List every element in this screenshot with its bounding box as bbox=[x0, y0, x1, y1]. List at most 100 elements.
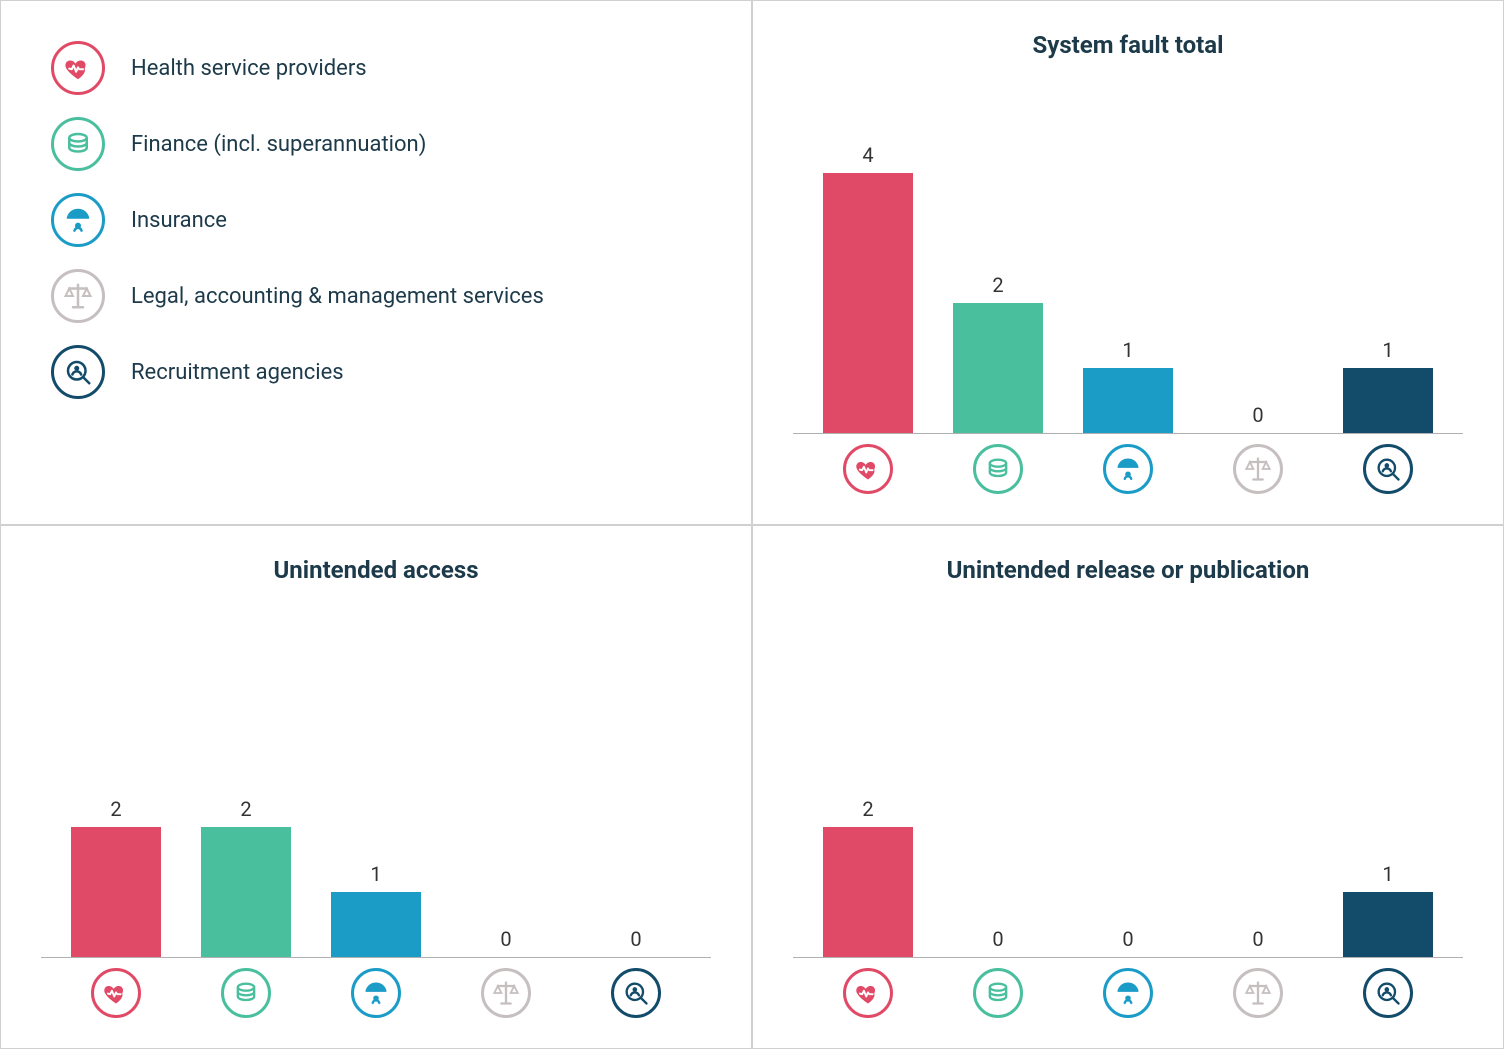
recruitment-icon bbox=[1363, 968, 1413, 1018]
category-axis-icon bbox=[1078, 968, 1178, 1018]
legend-item-recruitment: Recruitment agencies bbox=[51, 345, 711, 399]
bar-insurance: 1 bbox=[326, 862, 426, 957]
insurance-icon bbox=[1103, 444, 1153, 494]
category-axis-icon bbox=[818, 444, 918, 494]
legend-label: Insurance bbox=[131, 208, 227, 233]
chart-title: Unintended release or publication bbox=[793, 556, 1463, 584]
finance-icon bbox=[51, 117, 105, 171]
legend-item-legal: Legal, accounting & management services bbox=[51, 269, 711, 323]
bar-rect bbox=[953, 303, 1043, 433]
category-axis-icon bbox=[948, 444, 1048, 494]
category-icons-row bbox=[793, 434, 1463, 494]
legend-item-insurance: Insurance bbox=[51, 193, 711, 247]
bar-rect bbox=[1083, 368, 1173, 433]
category-axis-icon bbox=[1208, 444, 1308, 494]
bar-value-label: 2 bbox=[862, 797, 873, 821]
bar-value-label: 1 bbox=[1122, 338, 1133, 362]
chart-panel-unintended-access: Unintended access 2 2 1 0 0 bbox=[0, 525, 752, 1049]
category-axis-icon bbox=[1078, 444, 1178, 494]
bar-value-label: 2 bbox=[110, 797, 121, 821]
legend-label: Legal, accounting & management services bbox=[131, 284, 544, 309]
chart-area: 4 2 1 0 1 bbox=[793, 79, 1463, 494]
bar-finance: 0 bbox=[948, 927, 1048, 957]
bar-value-label: 0 bbox=[500, 927, 511, 951]
finance-icon bbox=[973, 444, 1023, 494]
legal-icon bbox=[1233, 968, 1283, 1018]
category-icons-row bbox=[41, 958, 711, 1018]
chart-panel-unintended-release: Unintended release or publication 2 0 0 0 1 bbox=[752, 525, 1504, 1049]
legend-item-finance: Finance (incl. superannuation) bbox=[51, 117, 711, 171]
bar-value-label: 1 bbox=[1382, 338, 1393, 362]
category-axis-icon bbox=[586, 968, 686, 1018]
chart-grid: Health service providers Finance (incl. s… bbox=[0, 0, 1504, 1049]
category-axis-icon bbox=[1208, 968, 1308, 1018]
bar-value-label: 0 bbox=[992, 927, 1003, 951]
bar-rect bbox=[823, 173, 913, 433]
legend-label: Recruitment agencies bbox=[131, 360, 344, 385]
bars-row: 4 2 1 0 1 bbox=[793, 144, 1463, 434]
recruitment-icon bbox=[1363, 444, 1413, 494]
finance-icon bbox=[221, 968, 271, 1018]
bar-rect bbox=[71, 827, 161, 957]
bar-health: 2 bbox=[818, 797, 918, 957]
insurance-icon bbox=[51, 193, 105, 247]
bar-legal: 0 bbox=[456, 927, 556, 957]
chart-area: 2 2 1 0 0 bbox=[41, 604, 711, 1019]
bar-value-label: 1 bbox=[1382, 862, 1393, 886]
recruitment-icon bbox=[611, 968, 661, 1018]
category-axis-icon bbox=[456, 968, 556, 1018]
bar-value-label: 0 bbox=[1122, 927, 1133, 951]
legend-label: Finance (incl. superannuation) bbox=[131, 132, 426, 157]
category-axis-icon bbox=[1338, 444, 1438, 494]
bar-rect bbox=[331, 892, 421, 957]
category-icons-row bbox=[793, 958, 1463, 1018]
bar-value-label: 0 bbox=[630, 927, 641, 951]
legend-label: Health service providers bbox=[131, 56, 367, 81]
bar-value-label: 2 bbox=[992, 273, 1003, 297]
chart-area: 2 0 0 0 1 bbox=[793, 604, 1463, 1019]
legal-icon bbox=[51, 269, 105, 323]
legend-list: Health service providers Finance (incl. s… bbox=[41, 31, 711, 399]
bar-finance: 2 bbox=[948, 273, 1048, 433]
bar-recruitment: 1 bbox=[1338, 338, 1438, 433]
bar-legal: 0 bbox=[1208, 403, 1308, 433]
bar-value-label: 0 bbox=[1252, 403, 1263, 427]
legal-icon bbox=[481, 968, 531, 1018]
bar-insurance: 1 bbox=[1078, 338, 1178, 433]
finance-icon bbox=[973, 968, 1023, 1018]
category-axis-icon bbox=[948, 968, 1048, 1018]
bar-rect bbox=[1343, 368, 1433, 433]
bar-finance: 2 bbox=[196, 797, 296, 957]
bar-health: 4 bbox=[818, 143, 918, 433]
category-axis-icon bbox=[326, 968, 426, 1018]
category-axis-icon bbox=[818, 968, 918, 1018]
chart-title: System fault total bbox=[793, 31, 1463, 59]
legend-item-health: Health service providers bbox=[51, 41, 711, 95]
legal-icon bbox=[1233, 444, 1283, 494]
category-axis-icon bbox=[1338, 968, 1438, 1018]
chart-panel-system-fault: System fault total 4 2 1 0 1 bbox=[752, 0, 1504, 525]
category-axis-icon bbox=[66, 968, 166, 1018]
health-icon bbox=[843, 968, 893, 1018]
bar-rect bbox=[1343, 892, 1433, 957]
bar-value-label: 0 bbox=[1252, 927, 1263, 951]
chart-title: Unintended access bbox=[41, 556, 711, 584]
health-icon bbox=[91, 968, 141, 1018]
bars-row: 2 2 1 0 0 bbox=[41, 668, 711, 958]
health-icon bbox=[51, 41, 105, 95]
health-icon bbox=[843, 444, 893, 494]
bar-recruitment: 1 bbox=[1338, 862, 1438, 957]
insurance-icon bbox=[351, 968, 401, 1018]
bar-insurance: 0 bbox=[1078, 927, 1178, 957]
bar-rect bbox=[201, 827, 291, 957]
bars-row: 2 0 0 0 1 bbox=[793, 668, 1463, 958]
bar-recruitment: 0 bbox=[586, 927, 686, 957]
insurance-icon bbox=[1103, 968, 1153, 1018]
category-axis-icon bbox=[196, 968, 296, 1018]
legend-panel: Health service providers Finance (incl. s… bbox=[0, 0, 752, 525]
recruitment-icon bbox=[51, 345, 105, 399]
bar-health: 2 bbox=[66, 797, 166, 957]
bar-value-label: 1 bbox=[370, 862, 381, 886]
bar-rect bbox=[823, 827, 913, 957]
bar-value-label: 2 bbox=[240, 797, 251, 821]
